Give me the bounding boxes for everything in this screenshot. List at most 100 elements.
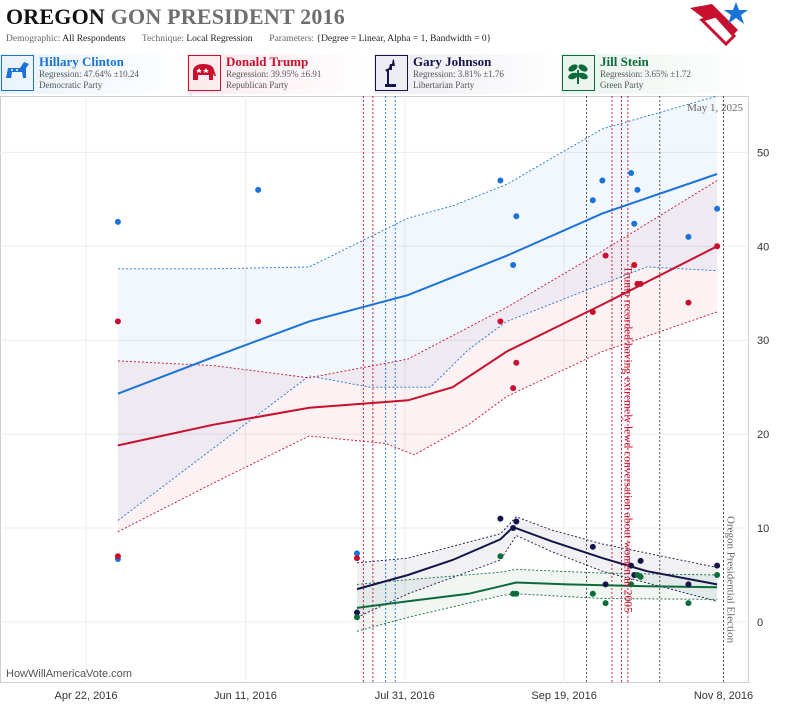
technique-label: Technique: <box>141 34 184 44</box>
confidence-upper <box>356 568 718 585</box>
poll-point <box>714 562 721 569</box>
poll-point <box>714 243 721 250</box>
poll-point <box>255 318 262 325</box>
confidence-lower <box>356 593 718 632</box>
poll-point <box>637 557 644 564</box>
poll-point <box>685 581 692 588</box>
y-tick-label: 0 <box>757 617 763 629</box>
confidence-band <box>117 180 718 532</box>
confidence-band <box>117 96 718 521</box>
x-tick-label: Apr 22, 2016 <box>55 690 118 702</box>
demographic-value: All Respondents <box>62 34 126 44</box>
candidate-card-clinton: Hillary Clinton Regression: 47.64% ±10.2… <box>0 54 187 94</box>
poll-point <box>589 309 596 316</box>
poll-point <box>353 614 360 621</box>
poll-point <box>685 600 692 607</box>
poll-point <box>602 600 609 607</box>
confidence-lower <box>117 266 718 521</box>
site-credit: HowWillAmericaVote.com <box>6 668 132 680</box>
parameters-label: Parameters: <box>269 34 315 44</box>
poll-point <box>510 262 517 269</box>
poll-point <box>497 553 504 560</box>
title-rest: GON PRESIDENT 2016 <box>110 4 345 29</box>
technique-value: Local Regression <box>186 34 253 44</box>
poll-point <box>589 590 596 597</box>
poll-point <box>628 581 635 588</box>
poll-point <box>353 609 360 616</box>
candidate-regression: Regression: 47.64% ±10.24 <box>39 69 139 79</box>
poll-point <box>631 262 638 269</box>
confidence-lower <box>117 311 718 533</box>
candidate-regression: Regression: 3.81% ±1.76 <box>413 69 504 79</box>
y-tick-label: 20 <box>757 429 769 441</box>
candidate-name: Hillary Clinton <box>39 54 124 69</box>
candidate-name: Jill Stein <box>600 54 649 69</box>
poll-point <box>513 518 520 525</box>
candidate-party: Republican Party <box>226 80 289 90</box>
poll-point <box>513 359 520 366</box>
poll-point <box>510 385 517 392</box>
x-tick-label: Jul 31, 2016 <box>375 690 435 702</box>
x-tick-label: Jun 11, 2016 <box>214 690 277 702</box>
poll-point <box>513 590 520 597</box>
trend-line <box>117 173 718 395</box>
confidence-lower <box>356 534 718 618</box>
poll-point <box>628 562 635 569</box>
candidate-card-johnson: Gary Johnson Regression: 3.81% ±1.76 Lib… <box>374 54 561 94</box>
candidate-party: Democratic Party <box>39 80 103 90</box>
candidate-card-trump: Donald Trump Regression: 39.95% ±6.91 Re… <box>187 54 374 94</box>
poll-point <box>637 280 644 287</box>
poll-point <box>497 177 504 184</box>
y-tick-label: 40 <box>757 241 769 253</box>
poll-point <box>114 218 121 225</box>
poll-point <box>685 233 692 240</box>
poll-point <box>599 177 606 184</box>
poll-point <box>497 515 504 522</box>
parameters-line: Demographic: All Respondents Technique: … <box>6 34 491 44</box>
x-tick-label: Nov 8, 2016 <box>694 690 753 702</box>
poll-point <box>589 543 596 550</box>
trend-line <box>356 581 718 609</box>
title-state: OREGON <box>6 4 105 29</box>
candidate-party: Libertarian Party <box>413 80 475 90</box>
y-tick-label: 50 <box>757 147 769 159</box>
poll-point <box>589 197 596 204</box>
green-plant-icon <box>562 55 595 91</box>
site-logo-icon <box>690 2 748 47</box>
candidate-name: Gary Johnson <box>413 54 492 69</box>
election-annotation: Oregon Presidential Election <box>725 516 737 644</box>
trend-line <box>117 245 718 447</box>
date-label: May 1, 2025 <box>687 102 743 114</box>
poll-point <box>634 186 641 193</box>
poll-point <box>114 553 121 560</box>
confidence-upper <box>117 96 718 270</box>
poll-point <box>602 581 609 588</box>
poll-point <box>353 555 360 562</box>
poll-point <box>628 170 635 177</box>
parameters-value: {Degree = Linear, Alpha = 1, Bandwidth =… <box>316 34 492 44</box>
confidence-upper <box>356 516 718 568</box>
poll-point <box>714 571 721 578</box>
candidate-party: Green Party <box>600 80 644 90</box>
candidate-regression: Regression: 3.65% ±1.72 <box>600 69 691 79</box>
demographic-label: Demographic: <box>6 34 61 44</box>
poll-point <box>637 573 644 580</box>
candidate-regression: Regression: 39.95% ±6.91 <box>226 69 322 79</box>
elephant-icon <box>188 55 221 91</box>
page-title: OREGON GON PRESIDENT 2016 <box>6 4 345 30</box>
y-tick-label: 10 <box>757 523 769 535</box>
poll-point <box>631 220 638 227</box>
poll-point <box>114 318 121 325</box>
poll-point <box>353 550 360 557</box>
poll-point <box>255 186 262 193</box>
poll-point <box>513 213 520 220</box>
event-annotation: Trump recorded having extremely lewd con… <box>622 266 634 613</box>
confidence-upper <box>117 180 718 379</box>
poll-point <box>497 318 504 325</box>
y-tick-label: 30 <box>757 335 769 347</box>
poll-point <box>510 525 517 532</box>
candidate-name: Donald Trump <box>226 54 309 69</box>
header: OREGON GON PRESIDENT 2016 Demographic: A… <box>0 0 789 50</box>
donkey-icon <box>1 55 34 91</box>
poll-chart: 0 10 20 30 40 50 Apr 22, 2016 Jun 11, 2016 Jul 3… <box>0 96 769 702</box>
